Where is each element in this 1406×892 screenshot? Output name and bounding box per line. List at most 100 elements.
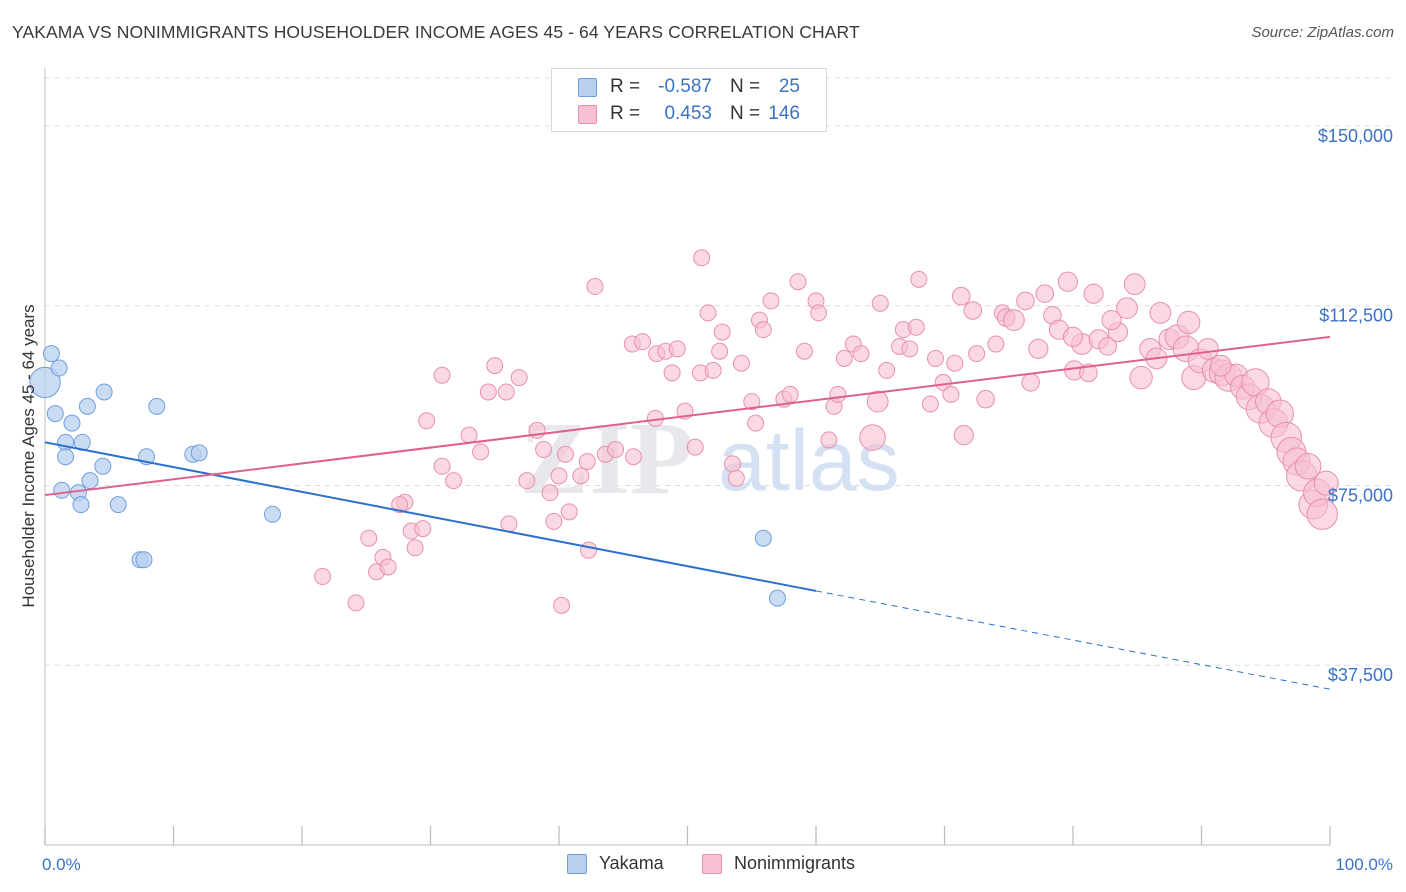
nonimmigrants-point: [518, 472, 536, 490]
nonimmigrants-point: [578, 453, 596, 470]
nonimmigrants-point: [963, 301, 983, 320]
nonimmigrants-point: [497, 383, 515, 401]
nonimmigrants-point: [711, 342, 729, 360]
legend-n-value: 146: [768, 103, 800, 124]
trend-lines: [44, 335, 1331, 690]
nonimmigrants-point: [1016, 291, 1035, 311]
nonimmigrants-point: [607, 441, 625, 459]
nonimmigrants-point: [1149, 301, 1172, 324]
nonimmigrants-point: [727, 469, 745, 487]
yakama-point: [81, 472, 99, 490]
nonimmigrants-legend-label: Nonimmigrants: [734, 853, 856, 873]
source-credit: Source: ZipAtlas.com: [1251, 24, 1394, 41]
x-tick-label: 0.0%: [42, 855, 81, 874]
nonimmigrants-point: [1079, 363, 1098, 383]
nonimmigrants-point: [486, 357, 504, 375]
nonimmigrants-point: [953, 425, 974, 446]
nonimmigrants-point: [360, 529, 378, 547]
nonimmigrants-swatch: [578, 105, 597, 124]
nonimmigrants-point: [1209, 354, 1232, 377]
nonimmigrants-point: [314, 568, 332, 586]
yakama-point: [768, 589, 786, 607]
y-tick-label: $150,000: [1318, 126, 1393, 146]
nonimmigrants-point: [789, 273, 807, 291]
nonimmigrants-point: [556, 445, 574, 463]
y-tick-label: $37,500: [1328, 665, 1393, 685]
nonimmigrants-points: [314, 249, 1339, 614]
yakama-trend-line: [44, 441, 817, 592]
nonimmigrants-point: [1306, 498, 1338, 530]
nonimmigrants-point: [418, 412, 436, 430]
y-tick-labels: $37,500 $75,000 $112,500 $150,000: [1318, 126, 1393, 685]
yakama-point: [135, 551, 153, 569]
nonimmigrants-point: [871, 294, 889, 312]
nonimmigrants-point: [693, 249, 711, 267]
nonimmigrants-point: [663, 364, 681, 382]
x-tick-label: 100.0%: [1335, 855, 1393, 874]
nonimmigrants-point: [406, 539, 424, 557]
chart-title: YAKAMA VS NONIMMIGRANTS HOUSEHOLDER INCO…: [12, 22, 860, 42]
nonimmigrants-point: [433, 366, 451, 384]
yakama-point: [190, 444, 208, 462]
yakama-point: [46, 405, 64, 423]
nonimmigrants-point: [732, 354, 750, 372]
nonimmigrants-point: [713, 323, 731, 341]
nonimmigrants-point: [535, 441, 553, 459]
nonimmigrants-point: [1098, 337, 1117, 356]
yakama-points: [29, 345, 786, 607]
nonimmigrants-point: [391, 496, 409, 514]
nonimmigrants-point: [510, 369, 528, 387]
nonimmigrants-point: [445, 472, 463, 490]
legend-r-value: 0.453: [664, 103, 712, 124]
yakama-point: [29, 366, 61, 399]
yakama-point: [754, 529, 772, 547]
yakama-legend-swatch: [567, 854, 587, 874]
yakama-swatch: [578, 78, 597, 97]
yakama-legend-label: Yakama: [599, 853, 664, 873]
nonimmigrants-legend-swatch: [702, 854, 722, 874]
nonimmigrants-point: [1313, 470, 1339, 496]
yakama-point: [78, 397, 96, 415]
nonimmigrants-point: [829, 385, 847, 403]
yakama-point: [53, 481, 71, 499]
x-tick-labels: 0.0% 100.0%: [42, 855, 1393, 874]
nonimmigrants-point: [901, 340, 919, 358]
nonimmigrants-point: [951, 286, 971, 306]
y-tick-label: $112,500: [1319, 306, 1393, 326]
nonimmigrants-point: [942, 385, 960, 403]
nonimmigrants-point: [479, 383, 497, 401]
nonimmigrants-point: [586, 278, 604, 296]
nonimmigrants-point: [910, 270, 928, 288]
nonimmigrants-point: [921, 395, 939, 413]
nonimmigrants-point: [1101, 309, 1122, 331]
nonimmigrants-point: [379, 558, 397, 576]
nonimmigrants-point: [472, 443, 490, 461]
nonimmigrants-point: [580, 541, 598, 559]
nonimmigrants-point: [686, 438, 704, 456]
nonimmigrants-point: [866, 390, 889, 413]
legend-r-label: R =: [610, 103, 641, 124]
nonimmigrants-point: [553, 596, 571, 614]
nonimmigrants-point: [859, 424, 886, 451]
nonimmigrants-point: [795, 342, 813, 360]
nonimmigrants-point: [754, 321, 772, 339]
axes: [44, 68, 1331, 846]
nonimmigrants-point: [907, 318, 925, 336]
nonimmigrants-point: [810, 304, 828, 322]
yakama-point: [94, 457, 112, 475]
nonimmigrants-point: [704, 361, 722, 379]
nonimmigrants-point: [414, 520, 432, 538]
nonimmigrants-point: [500, 515, 518, 533]
nonimmigrants-point: [668, 340, 686, 358]
nonimmigrants-point: [987, 335, 1005, 353]
yakama-point: [148, 397, 166, 415]
yakama-point: [109, 496, 127, 514]
nonimmigrants-point: [1057, 271, 1078, 292]
nonimmigrants-point: [545, 512, 563, 530]
nonimmigrants-point: [781, 385, 799, 403]
legend-row-yakama: R = -0.587 N = 25: [552, 75, 826, 101]
nonimmigrants-point: [835, 349, 853, 367]
nonimmigrants-point: [560, 503, 578, 521]
nonimmigrants-point: [699, 304, 717, 322]
